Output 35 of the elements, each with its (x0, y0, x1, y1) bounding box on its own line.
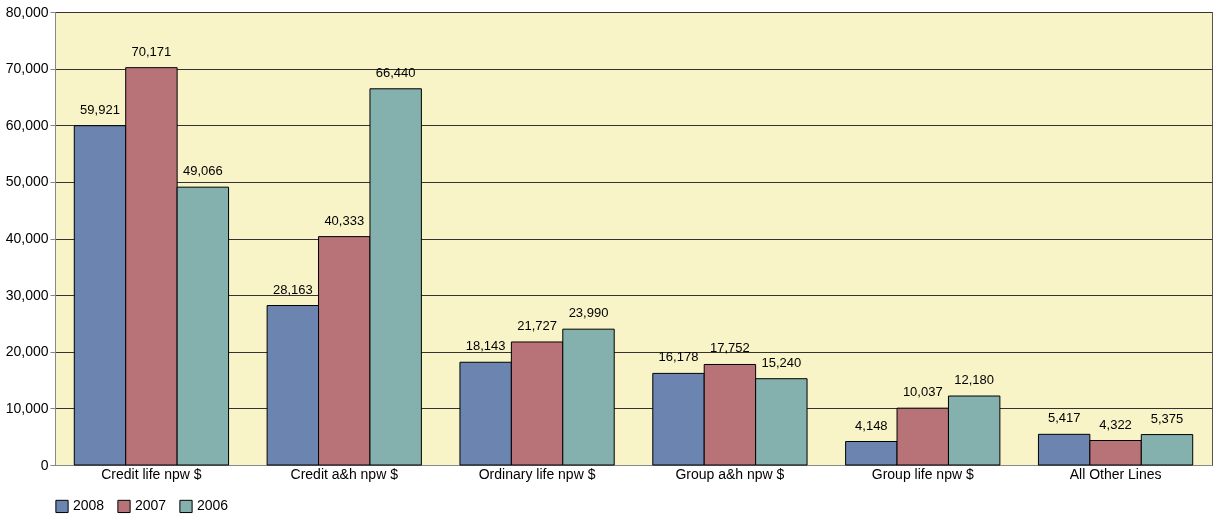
data-label: 16,178 (658, 349, 699, 365)
data-label: 40,333 (324, 212, 365, 228)
legend-label: 2007 (135, 497, 167, 514)
y-tick-label: 40,000 (5, 230, 49, 246)
data-label: 4,148 (855, 417, 888, 433)
data-label: 23,990 (568, 305, 609, 321)
y-tick-label: 20,000 (5, 343, 49, 360)
data-label: 5,417 (1047, 410, 1081, 426)
legend-label: 2008 (73, 497, 105, 514)
data-label: 10,037 (902, 384, 943, 400)
legend-label: 2006 (197, 497, 229, 514)
data-label: 15,240 (761, 354, 802, 370)
x-tick-label: Ordinary life npw $ (478, 465, 596, 482)
x-tick-label: Group life npw $ (871, 465, 974, 482)
data-label: 12,180 (954, 372, 995, 388)
data-label: 18,143 (465, 338, 506, 354)
data-label: 28,163 (272, 281, 313, 297)
y-tick-label: 10,000 (5, 399, 49, 416)
data-label: 17,752 (710, 340, 750, 356)
y-tick-label: 50,000 (5, 173, 49, 190)
data-label: 5,375 (1150, 410, 1184, 426)
x-tick-label: Credit life npw $ (101, 465, 202, 482)
data-label: 70,171 (131, 43, 172, 59)
data-label: 59,921 (80, 101, 120, 117)
x-tick-label: All Other Lines (1069, 465, 1162, 482)
y-tick-label: 30,000 (5, 286, 49, 303)
y-tick-label: 80,000 (5, 3, 49, 20)
y-tick-label: 0 (40, 456, 49, 473)
data-label: 4,322 (1099, 416, 1132, 432)
x-tick-label: Group a&h npw $ (675, 465, 785, 482)
data-label: 21,727 (517, 317, 557, 333)
data-label: 49,066 (182, 163, 223, 179)
y-tick-label: 60,000 (5, 116, 49, 133)
x-tick-label: Credit a&h npw $ (290, 465, 399, 482)
y-tick-label: 70,000 (5, 60, 49, 77)
